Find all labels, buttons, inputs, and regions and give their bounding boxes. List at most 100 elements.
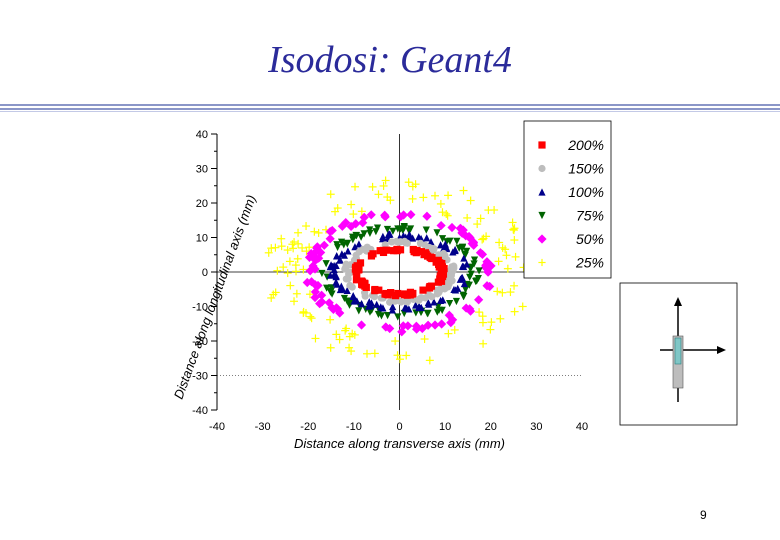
data-point bbox=[290, 297, 299, 306]
data-point bbox=[314, 253, 324, 263]
inset-arrow-up bbox=[674, 297, 682, 306]
data-point bbox=[506, 288, 515, 297]
data-point bbox=[371, 287, 379, 295]
data-point bbox=[422, 211, 432, 221]
data-point bbox=[310, 292, 320, 303]
data-point bbox=[380, 210, 390, 220]
data-point bbox=[350, 330, 359, 339]
data-point bbox=[289, 244, 298, 253]
data-point bbox=[476, 214, 485, 223]
data-point bbox=[310, 227, 319, 236]
series-25pct bbox=[264, 176, 528, 365]
data-point bbox=[446, 237, 454, 245]
data-point bbox=[487, 318, 496, 327]
data-point bbox=[419, 286, 427, 294]
data-point bbox=[425, 356, 434, 365]
data-point bbox=[447, 222, 457, 233]
data-point bbox=[388, 238, 396, 246]
data-point bbox=[322, 260, 330, 268]
legend-label: 75% bbox=[576, 208, 604, 224]
data-point bbox=[475, 308, 484, 317]
data-point bbox=[396, 238, 405, 246]
data-point bbox=[509, 225, 518, 234]
data-point bbox=[323, 284, 331, 292]
legend-marker bbox=[538, 211, 546, 220]
data-point bbox=[302, 277, 312, 288]
data-point bbox=[510, 307, 519, 316]
data-point bbox=[398, 210, 409, 220]
x-tick-label: 40 bbox=[576, 421, 588, 433]
data-point bbox=[332, 330, 341, 339]
data-point bbox=[438, 306, 446, 314]
data-point bbox=[359, 212, 369, 222]
data-point bbox=[357, 300, 366, 308]
data-point bbox=[305, 243, 314, 252]
data-point bbox=[355, 240, 363, 248]
legend-label: 200% bbox=[567, 137, 604, 153]
data-point bbox=[326, 190, 335, 199]
data-point bbox=[494, 257, 503, 266]
title-rule bbox=[0, 104, 780, 112]
y-tick-label: 0 bbox=[202, 267, 208, 279]
data-point bbox=[381, 322, 391, 332]
data-point bbox=[430, 298, 438, 306]
legend-marker bbox=[538, 258, 546, 267]
data-point bbox=[326, 271, 334, 279]
x-tick-label: 30 bbox=[530, 421, 542, 433]
data-point bbox=[460, 279, 468, 288]
data-point bbox=[326, 288, 335, 296]
data-point bbox=[403, 291, 411, 299]
data-point bbox=[387, 289, 395, 297]
data-point bbox=[444, 329, 453, 338]
data-point bbox=[437, 319, 447, 329]
data-point bbox=[358, 277, 366, 285]
data-point bbox=[422, 226, 430, 234]
data-point bbox=[437, 277, 446, 285]
data-point bbox=[336, 256, 344, 264]
data-point bbox=[385, 323, 395, 334]
data-point bbox=[423, 234, 431, 242]
data-point bbox=[317, 290, 327, 300]
data-point bbox=[370, 292, 379, 301]
data-point bbox=[438, 208, 447, 217]
data-point bbox=[479, 339, 488, 348]
x-axis-label: Distance along transverse axis (mm) bbox=[294, 436, 505, 451]
data-point bbox=[357, 207, 366, 216]
data-point bbox=[383, 246, 391, 254]
data-point bbox=[351, 219, 361, 229]
data-point bbox=[460, 254, 468, 262]
data-point bbox=[383, 193, 392, 202]
data-point bbox=[436, 220, 446, 231]
data-point bbox=[358, 218, 368, 228]
data-point bbox=[351, 182, 360, 191]
data-point bbox=[412, 301, 420, 309]
data-point bbox=[325, 234, 335, 244]
data-point bbox=[264, 248, 273, 257]
data-point bbox=[444, 191, 453, 200]
data-point bbox=[373, 300, 381, 308]
chart-marks bbox=[264, 176, 528, 365]
data-point bbox=[316, 247, 326, 258]
data-point bbox=[353, 272, 361, 280]
data-point bbox=[345, 343, 354, 352]
data-point bbox=[328, 304, 338, 314]
legend-label: 25% bbox=[575, 255, 604, 271]
x-tick-label: -20 bbox=[300, 421, 316, 433]
data-point bbox=[470, 260, 478, 268]
data-point bbox=[451, 245, 459, 254]
data-point bbox=[345, 332, 354, 341]
data-point bbox=[406, 233, 414, 241]
data-point bbox=[411, 324, 422, 334]
data-point bbox=[285, 257, 294, 266]
data-point bbox=[503, 264, 512, 273]
data-point bbox=[502, 251, 511, 260]
y-tick-label: 20 bbox=[196, 198, 208, 210]
data-point bbox=[329, 263, 337, 271]
data-point bbox=[498, 288, 507, 297]
data-point bbox=[459, 186, 468, 195]
data-point bbox=[389, 227, 397, 235]
data-point bbox=[424, 290, 433, 299]
data-point bbox=[420, 335, 429, 344]
data-point bbox=[376, 247, 384, 255]
data-point bbox=[417, 323, 427, 334]
